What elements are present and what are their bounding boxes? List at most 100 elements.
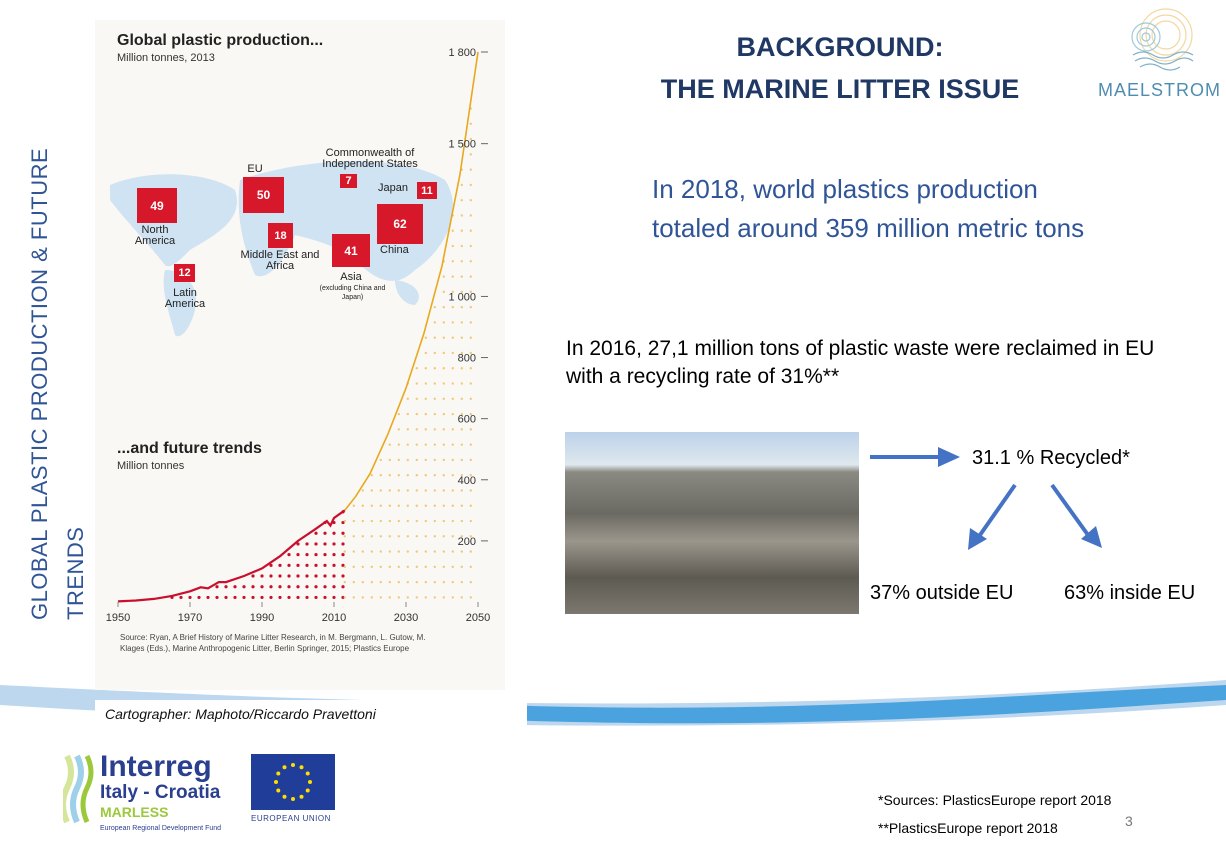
region-value-north-america: 49 (137, 188, 177, 223)
arrow-down-left-icon (978, 483, 1017, 537)
fill-dot (296, 563, 300, 567)
fill-dot (406, 458, 409, 462)
fill-dot (287, 574, 291, 578)
eu-star-icon (299, 765, 304, 770)
interreg-waves-icon (63, 754, 94, 824)
fill-dot (469, 244, 472, 248)
fill-dot (424, 565, 427, 569)
fill-dot (352, 535, 355, 538)
fill-dot (451, 489, 454, 492)
infographic-subtitle: Million tonnes, 2013 (117, 52, 215, 64)
fill-dot (442, 351, 445, 355)
fill-dot (314, 585, 318, 589)
production-paragraph: In 2018, world plastics production total… (652, 174, 1085, 243)
fill-dot (433, 458, 436, 462)
fill-dot (406, 535, 409, 538)
fill-dot (332, 595, 336, 600)
fill-dot (352, 596, 355, 599)
eu-star-icon (291, 797, 295, 801)
side-title: GLOBAL PLASTIC PRODUCTION & FUTURE TREND… (27, 147, 88, 620)
eu-star-icon (282, 765, 287, 770)
x-tick-label: 2010 (322, 612, 346, 624)
fill-dot (242, 585, 246, 589)
fill-dot (370, 596, 373, 599)
y-tick-label: 1 500 (448, 139, 476, 151)
series-line-projection (344, 51, 479, 511)
fill-dot (424, 473, 427, 477)
fill-dot (388, 535, 391, 538)
fill-dot (451, 275, 454, 278)
fill-dot (424, 336, 427, 339)
fill-dot (415, 489, 418, 492)
y-tick-label: 800 (458, 353, 476, 365)
fill-dot (469, 367, 472, 370)
chart-title: ...and future trends (117, 440, 262, 457)
outside-eu-label: 37% outside EU (870, 582, 1014, 604)
fill-dot (361, 489, 364, 492)
fill-dot (469, 580, 472, 584)
fill-dot (451, 596, 454, 599)
fill-dot (314, 553, 318, 557)
fill-dot (424, 412, 427, 416)
x-tick-label: 2030 (394, 612, 418, 624)
fill-dot (442, 596, 445, 599)
fill-dot (379, 473, 382, 477)
fill-dot (442, 305, 445, 309)
fill-dot (406, 428, 409, 431)
fill-dot (197, 595, 201, 600)
fill-dot (442, 321, 445, 324)
fill-dot (296, 553, 300, 557)
fill-dot (424, 351, 427, 355)
fill-dot (469, 428, 472, 431)
fill-dot (433, 443, 436, 446)
infographic-panel: 1950 1970 1990 2010 2030 2050 200 400 600 800 1 00… (95, 20, 505, 690)
fill-dot (433, 473, 436, 477)
fill-dot (442, 275, 445, 278)
fill-dot (433, 305, 436, 309)
fill-dot (460, 244, 463, 248)
fill-dot (397, 412, 400, 416)
fill-dot (460, 412, 463, 416)
fill-dot (460, 183, 463, 187)
fill-dot (188, 595, 192, 600)
region-label-north-america: North America (134, 224, 176, 247)
fill-dot (323, 595, 327, 600)
fill-dot (424, 519, 427, 523)
region-label-middle-east-africa: Middle East and Africa (240, 249, 320, 272)
fill-dot (379, 596, 382, 599)
fill-dot (469, 214, 472, 217)
fill-dot (451, 321, 454, 324)
fill-dot (433, 565, 436, 569)
infographic-source: Source: Ryan, A Brief History of Marine … (120, 633, 426, 653)
fill-dot (352, 565, 355, 569)
fill-dot (469, 550, 472, 553)
fill-dot (460, 336, 463, 339)
fill-dot (388, 458, 391, 462)
eu-star-icon (276, 771, 281, 776)
fill-dot (269, 595, 273, 600)
region-value-eu: 50 (243, 177, 284, 213)
fill-dot (314, 595, 318, 600)
y-tick-label: 200 (458, 536, 476, 548)
fill-dot (460, 596, 463, 599)
title-line-2: THE MARINE LITTER ISSUE (660, 74, 1020, 104)
region-label-china: China (380, 244, 409, 256)
fill-dot (469, 122, 472, 126)
fill-dot (388, 550, 391, 553)
fill-dot (415, 458, 418, 462)
fill-dot (388, 519, 391, 523)
fill-dot (397, 580, 400, 584)
fill-dot (379, 580, 382, 584)
fill-dot (287, 553, 291, 557)
fill-dot (397, 443, 400, 446)
fill-dot (242, 595, 246, 600)
fill-dot (433, 336, 436, 339)
fill-dot (397, 596, 400, 599)
fill-dot (287, 585, 291, 589)
fill-dot (415, 428, 418, 431)
fill-dot (341, 574, 345, 578)
fill-dot (433, 367, 436, 370)
fill-dot (415, 535, 418, 538)
arrow-down-right-icon (1050, 483, 1090, 537)
fill-dot (323, 553, 327, 557)
